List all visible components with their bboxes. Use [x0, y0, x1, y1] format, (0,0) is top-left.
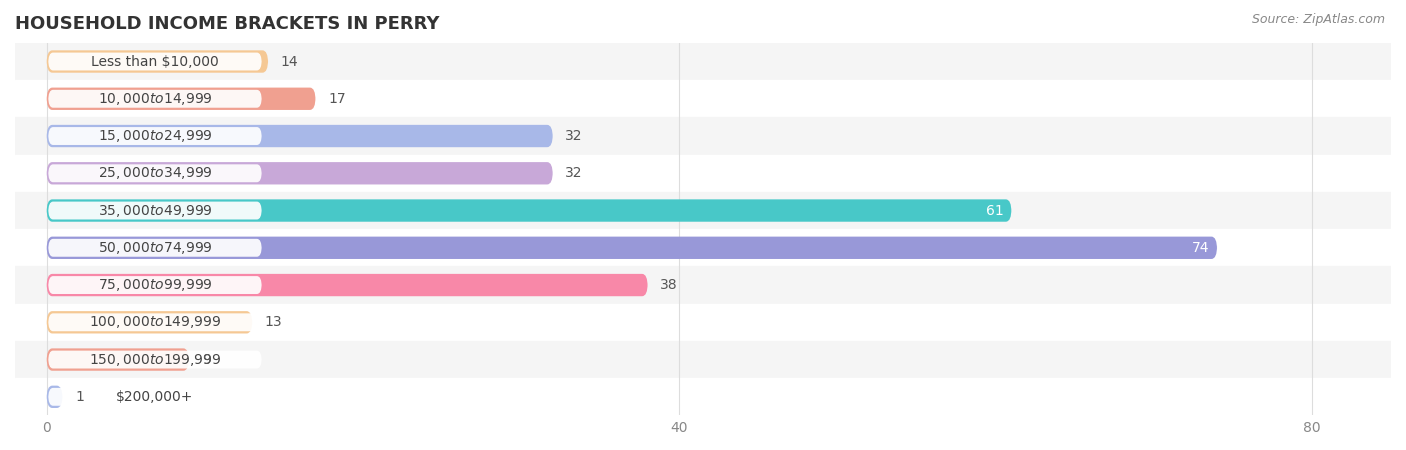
- FancyBboxPatch shape: [48, 202, 262, 220]
- Bar: [15, 378, 1391, 415]
- Bar: [15, 80, 1391, 117]
- FancyBboxPatch shape: [48, 388, 262, 406]
- FancyBboxPatch shape: [48, 351, 262, 369]
- FancyBboxPatch shape: [46, 50, 269, 73]
- Bar: [15, 155, 1391, 192]
- FancyBboxPatch shape: [48, 127, 262, 145]
- Bar: [15, 43, 1391, 80]
- FancyBboxPatch shape: [48, 276, 262, 294]
- Text: 14: 14: [281, 54, 298, 68]
- Text: $50,000 to $74,999: $50,000 to $74,999: [97, 240, 212, 256]
- Text: $100,000 to $149,999: $100,000 to $149,999: [89, 314, 221, 330]
- FancyBboxPatch shape: [46, 162, 553, 184]
- Text: $35,000 to $49,999: $35,000 to $49,999: [97, 202, 212, 219]
- Text: Less than $10,000: Less than $10,000: [91, 54, 219, 68]
- Text: 1: 1: [75, 390, 84, 404]
- FancyBboxPatch shape: [48, 53, 262, 71]
- Text: $10,000 to $14,999: $10,000 to $14,999: [97, 91, 212, 107]
- Text: $25,000 to $34,999: $25,000 to $34,999: [97, 165, 212, 181]
- Bar: [15, 266, 1391, 304]
- Text: $15,000 to $24,999: $15,000 to $24,999: [97, 128, 212, 144]
- FancyBboxPatch shape: [46, 237, 1218, 259]
- Text: 17: 17: [328, 92, 346, 106]
- Text: 38: 38: [661, 278, 678, 292]
- FancyBboxPatch shape: [46, 88, 315, 110]
- Text: 74: 74: [1192, 241, 1209, 255]
- Text: 13: 13: [264, 315, 283, 329]
- Text: $75,000 to $99,999: $75,000 to $99,999: [97, 277, 212, 293]
- Text: $200,000+: $200,000+: [117, 390, 194, 404]
- Bar: [15, 229, 1391, 266]
- FancyBboxPatch shape: [48, 90, 262, 108]
- FancyBboxPatch shape: [46, 274, 648, 296]
- Text: 9: 9: [201, 352, 211, 367]
- Text: $150,000 to $199,999: $150,000 to $199,999: [89, 351, 221, 368]
- FancyBboxPatch shape: [46, 199, 1011, 222]
- Text: Source: ZipAtlas.com: Source: ZipAtlas.com: [1251, 14, 1385, 27]
- FancyBboxPatch shape: [46, 386, 62, 408]
- Bar: [15, 117, 1391, 155]
- FancyBboxPatch shape: [48, 313, 262, 331]
- Bar: [15, 341, 1391, 378]
- FancyBboxPatch shape: [46, 348, 188, 371]
- FancyBboxPatch shape: [48, 164, 262, 182]
- FancyBboxPatch shape: [46, 125, 553, 147]
- Bar: [15, 192, 1391, 229]
- FancyBboxPatch shape: [48, 239, 262, 257]
- Text: 32: 32: [565, 166, 583, 180]
- Text: HOUSEHOLD INCOME BRACKETS IN PERRY: HOUSEHOLD INCOME BRACKETS IN PERRY: [15, 15, 440, 33]
- FancyBboxPatch shape: [46, 311, 252, 333]
- Bar: [15, 304, 1391, 341]
- Text: 32: 32: [565, 129, 583, 143]
- Text: 61: 61: [986, 203, 1004, 217]
